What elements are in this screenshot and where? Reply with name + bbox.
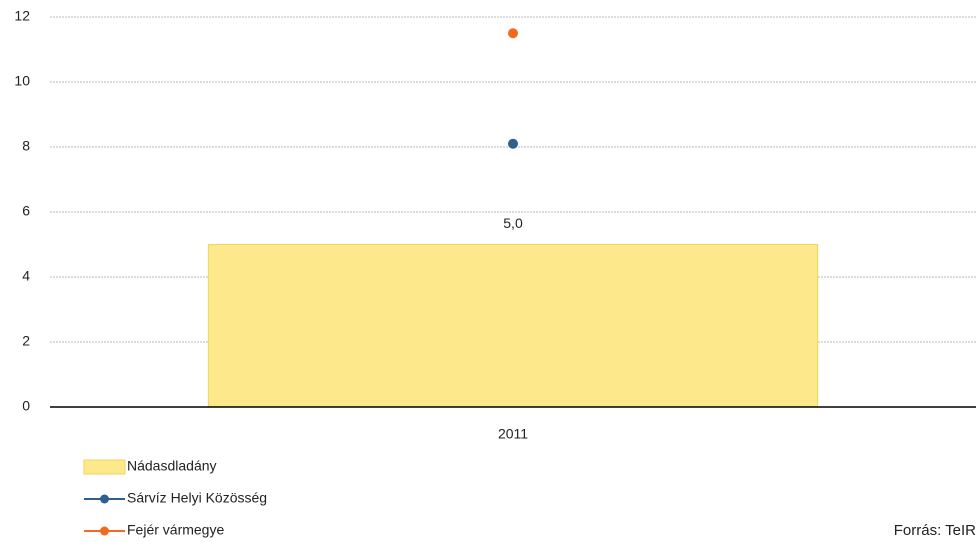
y-tick-label: 10 [14, 73, 30, 89]
legend-label: Fejér vármegye [127, 522, 224, 538]
point [508, 138, 518, 149]
y-tick-label: 0 [22, 398, 30, 414]
legend-swatch [83, 459, 126, 475]
data-label: 5,0 [503, 215, 523, 231]
y-tick-label: 4 [22, 268, 30, 284]
source-note: Forrás: TeIR [894, 522, 976, 539]
y-tick-label: 8 [22, 138, 30, 154]
legend-label: Sárvíz Helyi Közösség [127, 490, 267, 506]
point [508, 28, 518, 39]
y-tick-label: 6 [22, 203, 30, 219]
bar [207, 244, 819, 408]
legend-marker [100, 526, 109, 536]
legend-marker [100, 494, 109, 504]
y-tick-label: 2 [22, 333, 30, 349]
x-tick-label: 2011 [498, 426, 528, 442]
legend-label: Nádasdladány [127, 458, 217, 474]
y-tick-label: 12 [14, 8, 30, 24]
